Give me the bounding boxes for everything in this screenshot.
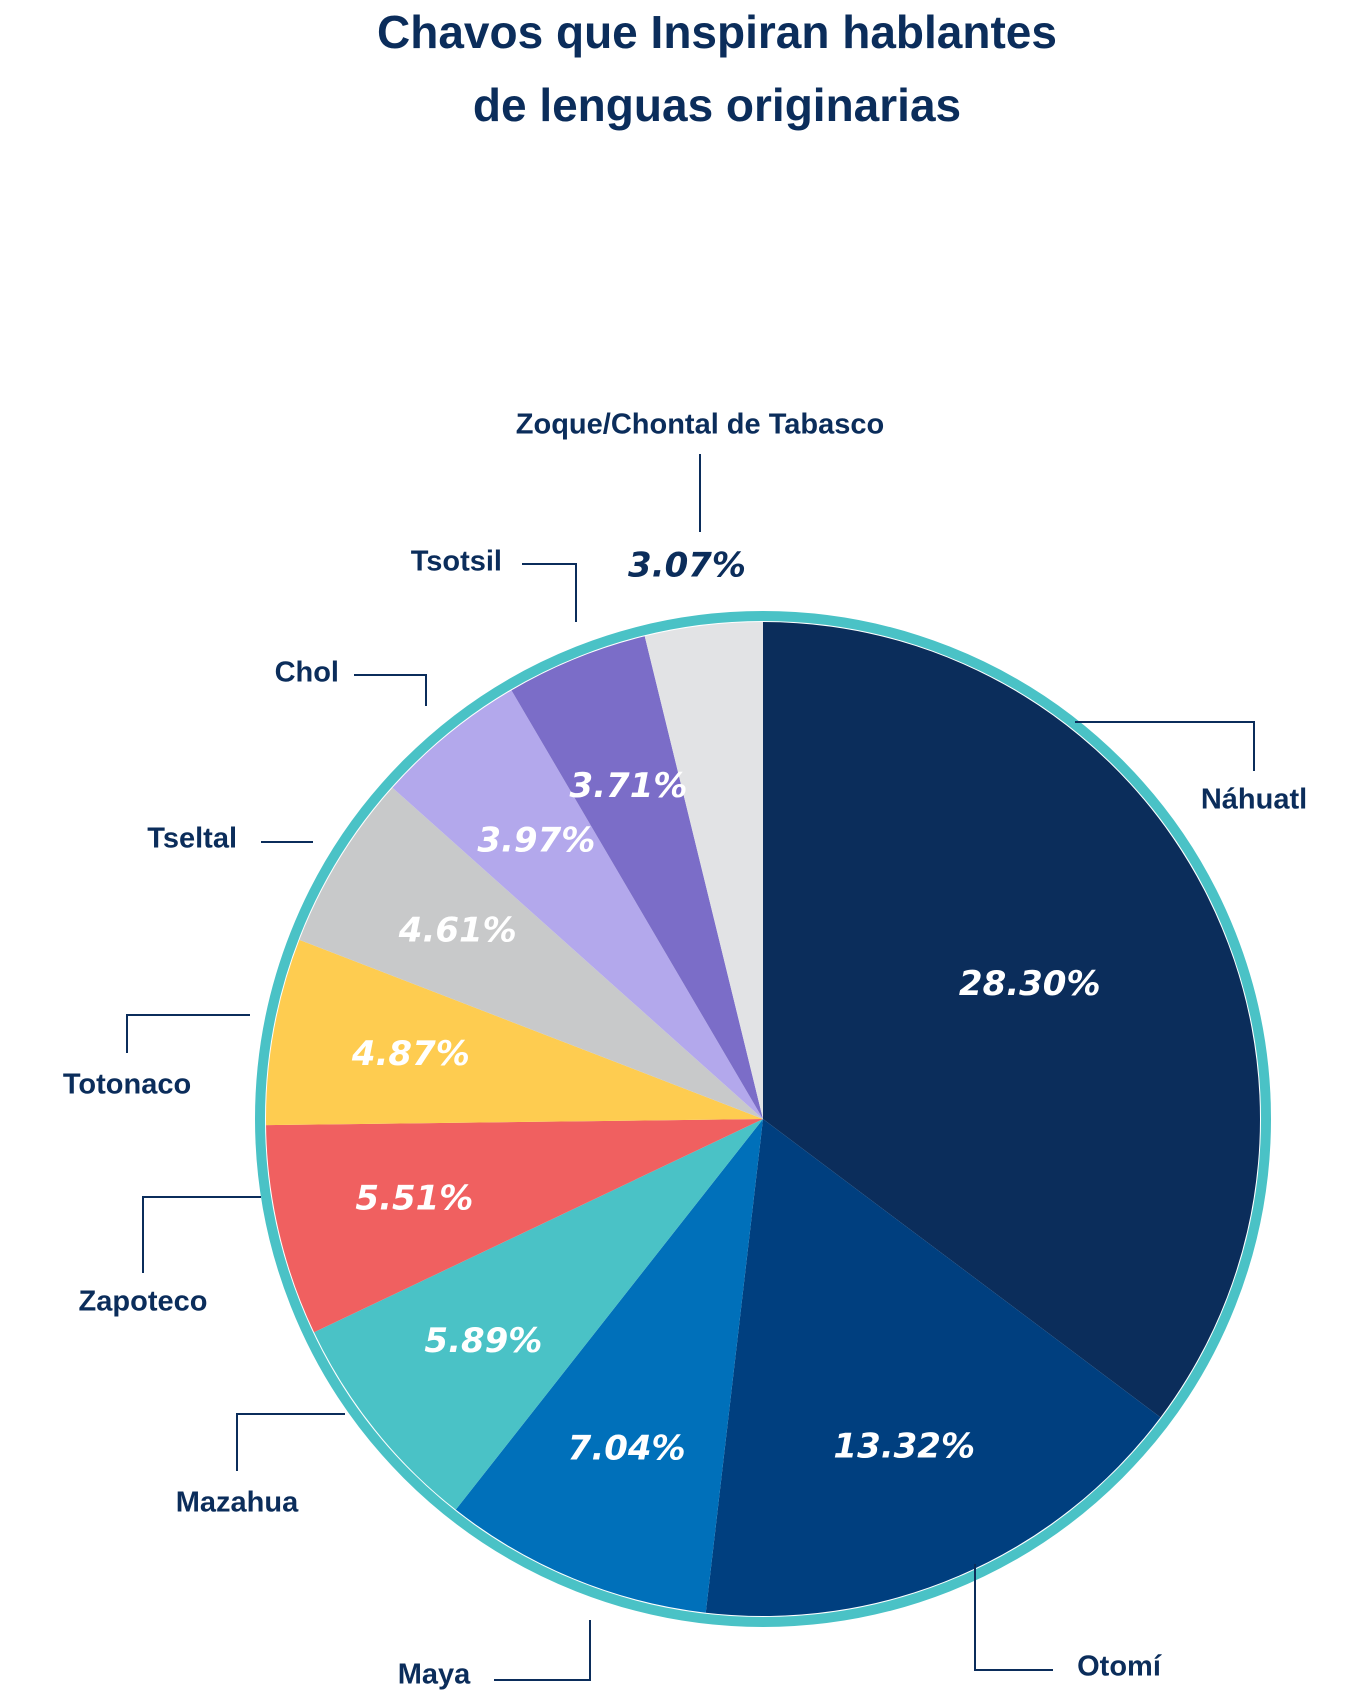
leader-line	[494, 1620, 591, 1681]
value-label: 13.32%	[833, 1426, 975, 1466]
category-label: Maya	[398, 1659, 471, 1691]
pie-slice	[455, 1119, 763, 1613]
value-label: 7.04%	[568, 1428, 686, 1468]
pie-slice	[314, 1119, 763, 1510]
value-label: 3.07%	[628, 546, 746, 586]
pie-slice	[392, 690, 763, 1119]
pie-slice	[266, 1119, 763, 1333]
leader-line	[974, 1564, 1053, 1671]
leader-line	[354, 674, 427, 706]
value-label: 3.71%	[569, 766, 687, 806]
value-label: 28.30%	[959, 964, 1101, 1004]
pie-slice	[705, 1119, 1161, 1616]
leader-line	[1075, 721, 1255, 771]
pie-slice	[266, 939, 763, 1126]
value-label: 5.89%	[424, 1321, 542, 1361]
pie-slice	[763, 622, 1261, 1418]
pie	[255, 611, 1271, 1627]
value-label: 4.87%	[351, 1034, 470, 1074]
leader-line	[142, 1196, 261, 1273]
category-label: Náhuatl	[1201, 784, 1307, 816]
category-label: Otomí	[1077, 1651, 1162, 1683]
chart-title: Chavos que Inspiran hablantes	[377, 6, 1057, 58]
category-label: Zapoteco	[79, 1286, 208, 1318]
leader-line	[236, 1413, 345, 1471]
pie-slice	[299, 787, 763, 1119]
chart-title: de lenguas originarias	[473, 79, 961, 131]
category-label: Tsotsil	[411, 546, 502, 578]
category-label: Chol	[275, 657, 339, 689]
leader-line	[522, 563, 577, 622]
category-label: Tseltal	[147, 823, 237, 855]
pie-ring	[255, 611, 1271, 1627]
category-label: Zoque/Chontal de Tabasco	[516, 409, 884, 441]
category-label: Mazahua	[176, 1487, 299, 1519]
leader-line	[126, 1014, 250, 1053]
category-label: Totonaco	[63, 1069, 191, 1101]
pie-slice	[644, 622, 763, 1119]
value-label: 5.51%	[355, 1178, 473, 1218]
value-label: 3.97%	[477, 821, 595, 861]
pie-slice	[511, 636, 763, 1119]
value-label: 4.61%	[398, 911, 517, 951]
